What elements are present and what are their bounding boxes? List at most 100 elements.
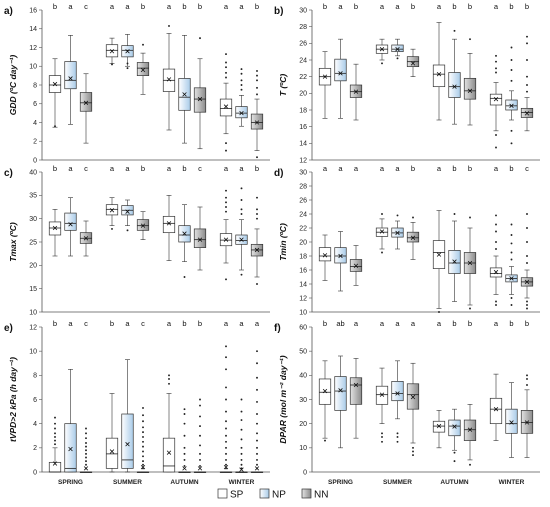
panel-a: 0 2 4 6 8 10 12 14 16 GDD (ºC day⁻¹) a) b a c a a b a b b a a…: [4, 2, 270, 164]
outlier-point: [225, 189, 227, 192]
mean-marker: [322, 253, 328, 258]
outlier-point: [526, 35, 528, 38]
box-sp: a: [105, 164, 119, 230]
outlier-point: [240, 446, 243, 449]
outlier-point: [381, 251, 383, 254]
outlier-point: [240, 438, 243, 441]
box-sp: a: [318, 164, 332, 281]
outlier-point: [199, 37, 201, 40]
y-tick-label: 30: [299, 7, 307, 14]
outlier-point: [85, 467, 87, 470]
outlier-point: [256, 79, 258, 82]
mean-marker: [197, 466, 203, 471]
outlier-point: [85, 449, 87, 452]
significance-letter: b: [141, 164, 145, 173]
y-tick-label: 16: [299, 267, 307, 274]
outlier-point: [225, 66, 227, 69]
mean-marker: [353, 263, 359, 268]
outlier-point: [225, 278, 227, 281]
box-nn: b: [406, 164, 420, 260]
outlier-point: [225, 452, 227, 455]
significance-letter: a: [239, 319, 244, 328]
panel-label: d): [274, 168, 283, 179]
mean-marker: [239, 467, 244, 472]
outlier-point: [526, 255, 528, 257]
y-tick-label: 24: [299, 211, 307, 218]
outlier-point: [510, 304, 513, 306]
outlier-point: [256, 458, 258, 461]
outlier-point: [225, 467, 227, 470]
panel-f: 0 10 20 30 40 50 60 DPAR (mol m⁻² day⁻¹) f) SPRIN…: [274, 319, 540, 486]
outlier-point: [256, 69, 258, 72]
outlier-point: [168, 374, 170, 377]
y-tick-label: 28: [299, 183, 307, 190]
outlier-point: [510, 79, 513, 82]
outlier-point: [256, 156, 258, 159]
outlier-point: [240, 84, 243, 86]
significance-letter: b: [198, 2, 202, 11]
significance-letter: c: [84, 319, 88, 328]
significance-letter: a: [395, 164, 400, 173]
significance-letter: a: [354, 164, 359, 173]
outlier-point: [225, 76, 227, 79]
mean-marker: [467, 427, 473, 432]
mean-marker: [223, 104, 229, 109]
outlier-point: [256, 86, 258, 89]
box-np: ab: [334, 319, 347, 449]
y-tick-label: 0: [33, 469, 37, 476]
y-tick-label: 22: [299, 225, 307, 232]
mean-marker: [166, 77, 172, 82]
y-tick-label: 14: [299, 281, 307, 288]
box-iqr: [105, 437, 119, 469]
box-nn: a: [250, 319, 264, 473]
box-iqr: [406, 231, 420, 243]
outlier-point: [256, 283, 258, 285]
outlier-point: [510, 129, 513, 132]
mean-marker: [436, 423, 442, 429]
significance-letter: ab: [336, 319, 344, 328]
box-sp: a: [432, 2, 446, 121]
box-iqr: [349, 377, 363, 405]
mean-marker: [395, 391, 400, 396]
significance-letter: b: [323, 2, 327, 11]
significance-letter: a: [110, 2, 115, 11]
outlier-point: [225, 446, 227, 449]
mean-marker: [254, 247, 260, 253]
outlier-point: [453, 213, 456, 215]
outlier-point: [526, 374, 528, 377]
box-iqr: [79, 92, 93, 112]
outlier-point: [256, 208, 258, 211]
box-iqr: [136, 62, 150, 76]
box-np: a: [121, 164, 134, 232]
significance-letter: a: [323, 164, 328, 173]
significance-letter: a: [338, 2, 343, 11]
box-np: a: [64, 2, 77, 125]
box-nn: b: [463, 2, 477, 126]
y-tick-label: 10: [29, 349, 37, 356]
outlier-point: [510, 142, 513, 145]
outlier-point: [85, 437, 87, 440]
outlier-point: [256, 350, 258, 353]
box-np: a: [391, 2, 404, 60]
outlier-point: [240, 68, 243, 71]
outlier-point: [526, 241, 528, 243]
outlier-point: [256, 74, 258, 77]
box-iqr: [162, 215, 176, 234]
significance-letter: a: [239, 2, 244, 11]
outlier-point: [85, 463, 87, 466]
legend-swatch-np: [259, 488, 270, 499]
significance-letter: a: [167, 164, 172, 173]
y-tick-label: 18: [299, 253, 307, 260]
y-tick-label: 10: [299, 445, 307, 452]
mean-marker: [182, 231, 187, 236]
box-iqr: [334, 376, 347, 411]
outlier-point: [495, 67, 497, 70]
outlier-point: [469, 216, 471, 219]
mean-marker: [524, 111, 530, 116]
outlier-point: [526, 75, 528, 78]
outlier-point: [126, 62, 129, 65]
outlier-point: [199, 415, 201, 418]
outlier-point: [526, 304, 528, 306]
box-np: b: [178, 319, 191, 473]
box-iqr: [448, 419, 461, 437]
